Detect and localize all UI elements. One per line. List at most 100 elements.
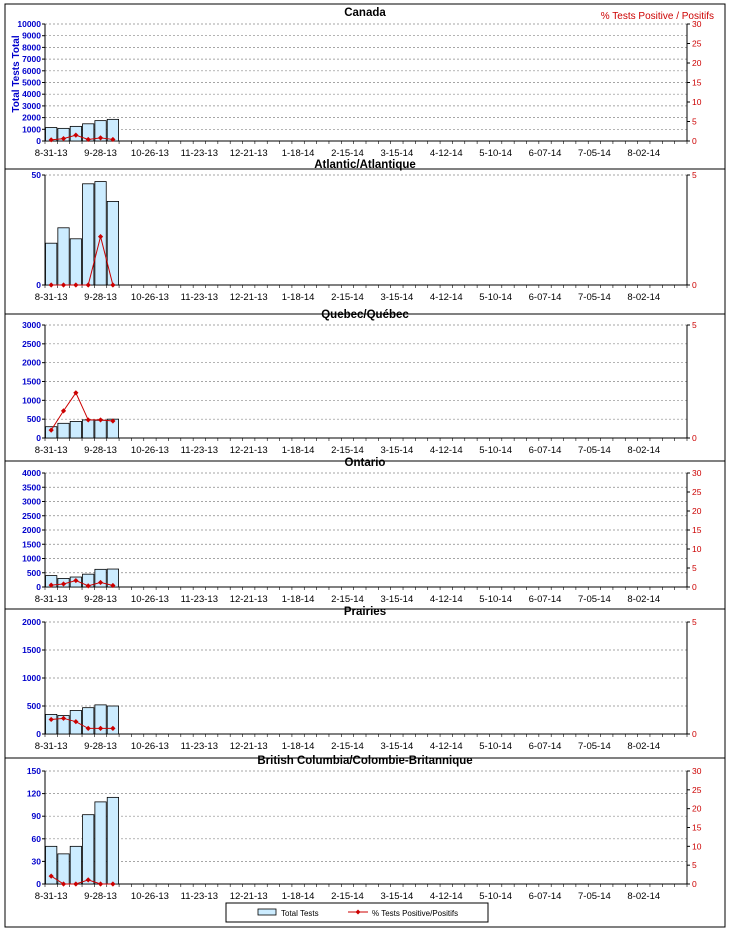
x-tick-label: 11-23-13 [181,445,218,456]
line-point [85,417,91,423]
y-tick-label: 90 [32,811,42,821]
x-tick-label: 3-15-14 [380,292,413,303]
line-point [73,577,79,584]
bar [57,853,70,885]
bar [94,120,107,142]
line-point [85,136,91,143]
x-tick-label: 2-15-14 [331,148,364,159]
line-point [97,234,104,240]
line-point [97,725,104,731]
x-tick-label: 8-02-14 [627,594,660,605]
y-tick-label: 60 [32,834,42,844]
line-point [85,583,91,589]
y2-tick-label: 10 [692,97,702,107]
x-tick-label: 2-15-14 [331,741,364,752]
bar [82,419,95,439]
y2-tick-label: 10 [692,841,702,851]
y2-tick-label: 15 [692,823,702,833]
bar [106,200,119,286]
x-tick-label: 9-28-13 [84,594,117,605]
y-tick-label: 7000 [22,54,41,64]
x-tick-label: 9-28-13 [84,148,117,159]
line-point [85,877,91,883]
x-tick-label: 6-07-14 [529,741,562,752]
y-tick-label: 500 [27,568,41,578]
y2-tick-label: 0 [692,433,697,443]
x-tick-label: 10-26-13 [131,292,169,303]
line-point [110,136,116,143]
y-tick-label: 4000 [22,468,41,478]
y-tick-label: 9000 [22,31,41,41]
y2-tick-label: 15 [692,78,702,88]
x-tick-label: 9-28-13 [84,292,117,303]
chart-panel-3: 0 500 1000 1500 2000 2500 3000 0 5 8-31-13 9-28-13… [4,309,726,462]
x-tick-label: 7-05-14 [578,891,611,902]
y-tick-label: 1000 [22,124,41,134]
y-tick-label: 0 [36,136,41,146]
x-tick-label: 8-31-13 [35,741,68,752]
x-tick-label: 6-07-14 [529,891,562,902]
legend-line-label: % Tests Positive/Positifs [372,909,458,918]
x-tick-label: 12-21-13 [230,891,268,902]
x-tick-label: 9-28-13 [84,741,117,752]
y2-tick-label: 30 [692,19,702,29]
x-tick-label: 5-10-14 [479,148,512,159]
chart-panel-6: 0 30 60 90 120 150 0 5 10 15 20 25 30 8-31-13 9-28-13 1… [4,755,726,928]
line-point [73,881,79,887]
y-tick-label: 0 [36,582,41,592]
left-axis-title: Total Tests Total [11,35,22,112]
x-tick-label: 12-21-13 [230,148,268,159]
y-tick-label: 1000 [22,554,41,564]
x-tick-label: 8-02-14 [627,891,660,902]
bar [106,705,119,735]
y2-tick-label: 5 [692,563,697,573]
x-tick-label: 1-18-14 [282,148,315,159]
y-tick-label: 1500 [22,539,41,549]
y-tick-label: 0 [36,729,41,739]
x-tick-label: 6-07-14 [529,594,562,605]
y-tick-label: 6000 [22,66,41,76]
y-tick-label: 1500 [22,377,41,387]
y2-tick-label: 5 [692,617,697,627]
chart-panel-5: 0 500 1000 1500 2000 0 5 8-31-13 9-28-13 10-26-13… [4,606,726,759]
line-point [60,581,67,587]
y-tick-label: 2000 [22,113,41,123]
x-tick-label: 2-15-14 [331,292,364,303]
x-tick-label: 6-07-14 [529,148,562,159]
line-point [73,132,79,138]
y-tick-label: 120 [27,789,41,799]
y-tick-label: 3500 [22,482,41,492]
y2-tick-label: 20 [692,804,702,814]
y-tick-label: 3000 [22,497,41,507]
line-point [97,881,104,887]
legend-bar-label: Total Tests [281,909,319,918]
line-point [85,725,91,731]
x-tick-label: 5-10-14 [479,292,512,303]
x-tick-label: 7-05-14 [578,594,611,605]
y-tick-label: 8000 [22,42,41,52]
x-tick-label: 2-15-14 [331,891,364,902]
line-point [97,135,104,141]
x-tick-label: 8-31-13 [35,891,68,902]
x-tick-label: 3-15-14 [380,445,413,456]
x-tick-label: 9-28-13 [84,445,117,456]
line-point [110,418,116,424]
x-tick-label: 11-23-13 [181,594,218,605]
x-tick-label: 7-05-14 [578,148,611,159]
x-tick-label: 7-05-14 [578,292,611,303]
x-tick-label: 12-21-13 [230,292,268,303]
line-point [60,408,67,414]
x-tick-label: 8-31-13 [35,292,68,303]
bar [82,707,95,735]
x-tick-label: 11-23-13 [181,292,218,303]
y2-tick-label: 5 [692,170,697,180]
y2-tick-label: 25 [692,785,702,795]
legend: Total Tests % Tests Positive/Positifs [225,902,489,923]
y2-tick-label: 0 [692,729,697,739]
x-tick-label: 10-26-13 [131,891,169,902]
x-tick-label: 1-18-14 [282,445,315,456]
y2-tick-label: 15 [692,525,702,535]
bar [69,238,82,286]
line-point [48,137,54,143]
y2-tick-label: 30 [692,766,702,776]
